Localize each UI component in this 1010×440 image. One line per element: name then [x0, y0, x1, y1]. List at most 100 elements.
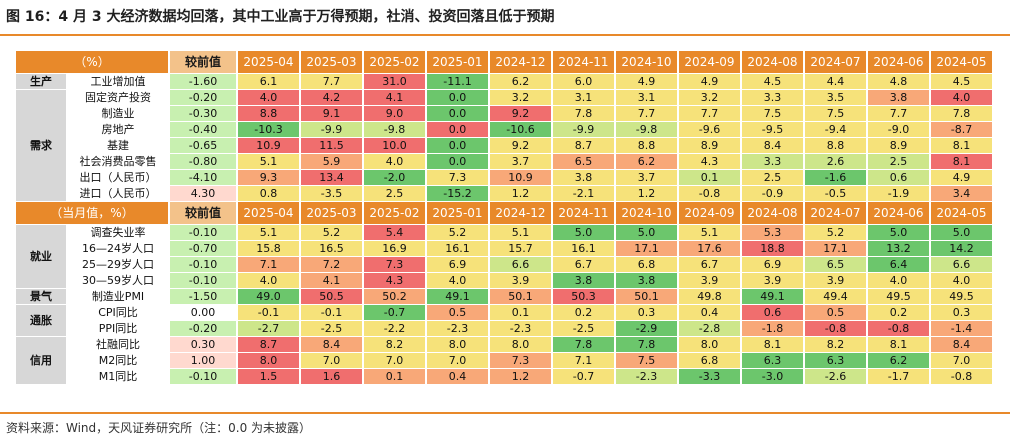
- data-cell: 3.2: [490, 90, 551, 105]
- data-cell: -1.6: [805, 170, 866, 185]
- data-cell: 7.0: [427, 353, 488, 368]
- data-cell: 8.7: [553, 138, 614, 153]
- data-cell: 50.1: [490, 289, 551, 304]
- data-cell: 15.7: [490, 241, 551, 256]
- table-row: M2同比 1.00 8.0 7.0 7.0 7.0 7.3 7.1 7.5 6.8 6.3 6.3 6.…: [16, 353, 992, 368]
- data-cell: 3.9: [742, 273, 803, 288]
- data-cell: 5.9: [301, 154, 362, 169]
- table-row: 信用 社融同比 0.30 8.7 8.4 8.2 8.0 8.0 7.8 7.8 8.0 8.1 8.2…: [16, 337, 992, 384]
- indicator-name: 出口（人民币）: [68, 170, 168, 185]
- data-cell: 0.0: [427, 90, 488, 105]
- data-cell: 8.0: [427, 337, 488, 352]
- data-cell: 5.1: [490, 225, 551, 240]
- data-cell: -9.9: [301, 122, 362, 137]
- data-cell: 1.5: [238, 369, 299, 384]
- data-cell: 9.2: [490, 138, 551, 153]
- table-row: 房地产 -0.40 -10.3 -9.9 -9.8 0.0 -10.6 -9.9 -9.8 -9.…: [16, 122, 992, 137]
- data-cell: -2.5: [553, 321, 614, 336]
- data-cell: 6.1: [238, 74, 299, 89]
- data-cell: 15.8: [238, 241, 299, 256]
- data-cell: 6.9: [427, 257, 488, 272]
- comp-value: -4.10: [170, 170, 236, 185]
- table-row: 生产 工业增加值 -1.60 6.1 7.7 31.0 -11.1 6.2 6.0 4.9 4.9 4…: [16, 74, 992, 89]
- data-cell: 49.5: [868, 289, 929, 304]
- data-cell: 6.4: [868, 257, 929, 272]
- month-header: 2025-01: [427, 202, 488, 224]
- data-cell: 5.4: [364, 225, 425, 240]
- data-cell: 7.7: [679, 106, 740, 121]
- indicator-name: 调查失业率: [68, 225, 168, 240]
- month-header: 2024-09: [679, 202, 740, 224]
- data-cell: 7.8: [931, 106, 992, 121]
- data-cell: -2.6: [805, 369, 866, 384]
- data-cell: 4.0: [427, 273, 488, 288]
- data-cell: -0.8: [931, 369, 992, 384]
- data-cell: 6.5: [805, 257, 866, 272]
- data-cell: 2.6: [805, 154, 866, 169]
- data-cell: -3.5: [301, 186, 362, 201]
- category-label: 需求: [16, 90, 66, 201]
- comp-value: 1.00: [170, 353, 236, 368]
- data-cell: 3.4: [931, 186, 992, 201]
- data-cell: 0.0: [427, 106, 488, 121]
- data-cell: 8.0: [679, 337, 740, 352]
- comp-value: -0.80: [170, 154, 236, 169]
- data-cell: 8.4: [931, 337, 992, 352]
- data-cell: 0.1: [364, 369, 425, 384]
- data-cell: 7.7: [868, 106, 929, 121]
- comp-value: 4.30: [170, 186, 236, 201]
- data-cell: 5.0: [868, 225, 929, 240]
- data-cell: 10.9: [490, 170, 551, 185]
- data-cell: 49.0: [238, 289, 299, 304]
- data-cell: 7.5: [742, 106, 803, 121]
- comp-value: -0.40: [170, 122, 236, 137]
- data-cell: 9.2: [490, 106, 551, 121]
- data-cell: -0.7: [553, 369, 614, 384]
- data-cell: 3.9: [805, 273, 866, 288]
- data-cell: 3.1: [616, 90, 677, 105]
- data-cell: 3.8: [868, 90, 929, 105]
- data-cell: -9.8: [364, 122, 425, 137]
- data-cell: 3.3: [742, 154, 803, 169]
- data-cell: 13.4: [301, 170, 362, 185]
- data-cell: 4.3: [364, 273, 425, 288]
- data-cell: 5.3: [742, 225, 803, 240]
- data-cell: 5.2: [301, 225, 362, 240]
- data-cell: 16.9: [364, 241, 425, 256]
- data-cell: 3.2: [679, 90, 740, 105]
- data-cell: 6.7: [679, 257, 740, 272]
- data-cell: 5.1: [238, 225, 299, 240]
- comp-value: -0.10: [170, 225, 236, 240]
- comp-value: -0.10: [170, 273, 236, 288]
- data-cell: 0.0: [427, 138, 488, 153]
- comp-value: 0.00: [170, 305, 236, 320]
- data-cell: 4.0: [238, 273, 299, 288]
- data-cell: 7.5: [616, 353, 677, 368]
- data-cell: 50.3: [553, 289, 614, 304]
- data-cell: -2.9: [616, 321, 677, 336]
- comp-value: -0.30: [170, 106, 236, 121]
- data-cell: 7.0: [301, 353, 362, 368]
- data-cell: -10.3: [238, 122, 299, 137]
- data-cell: -9.8: [616, 122, 677, 137]
- data-cell: -11.1: [427, 74, 488, 89]
- data-cell: 0.3: [931, 305, 992, 320]
- data-cell: 6.5: [553, 154, 614, 169]
- data-cell: 4.1: [364, 90, 425, 105]
- data-cell: 5.0: [553, 225, 614, 240]
- comp-value: -0.65: [170, 138, 236, 153]
- comp-value: -0.70: [170, 241, 236, 256]
- table-row: 需求 固定资产投资 -0.20 4.0 4.2 4.1 0.0 3.2 3.1 3.1 3.2 3.3…: [16, 90, 992, 201]
- table-row: 16—24岁人口 -0.70 15.8 16.5 16.9 16.1 15.7 16.1 17.…: [16, 241, 992, 256]
- data-cell: 3.9: [679, 273, 740, 288]
- data-cell: 0.6: [742, 305, 803, 320]
- table-row: 通胀 CPI同比 0.00 -0.1 -0.1 -0.7 0.5 0.1 0.2 0.3 0.4 0.…: [16, 305, 992, 336]
- data-cell: 0.5: [805, 305, 866, 320]
- data-cell: 6.8: [679, 353, 740, 368]
- data-cell: -2.3: [490, 321, 551, 336]
- data-cell: 0.2: [553, 305, 614, 320]
- data-cell: 4.2: [301, 90, 362, 105]
- figure-title: 图 16：4 月 3 大经济数据均回落，其中工业高于万得预期，社消、投资回落且低…: [6, 9, 555, 25]
- data-cell: 1.6: [301, 369, 362, 384]
- data-cell: 0.2: [868, 305, 929, 320]
